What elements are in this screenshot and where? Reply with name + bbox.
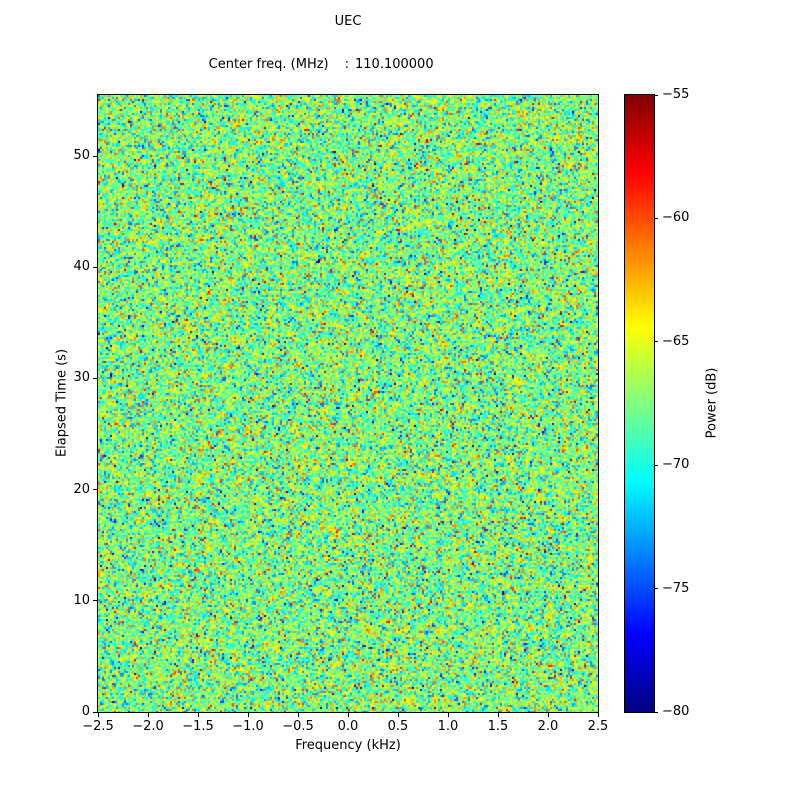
y-tick-label: 20 [73, 481, 90, 497]
x-tick-mark [97, 713, 99, 717]
header-row-center-freq: Center freq. (MHz):110.100000 [176, 36, 521, 93]
y-tick-mark [93, 600, 97, 602]
center-freq-label: Center freq. (MHz) [208, 57, 329, 72]
colorbar-tick-mark [654, 464, 658, 466]
colorbar-tick-mark [654, 217, 658, 219]
x-tick-mark [547, 713, 549, 717]
x-tick-label: 2.5 [587, 719, 609, 734]
colorbar-canvas [625, 95, 654, 712]
x-tick-mark [447, 713, 449, 717]
center-freq-value: 110.100000 [355, 57, 434, 72]
x-tick-mark [497, 713, 499, 717]
x-tick-label: 0.5 [387, 719, 409, 734]
y-tick-label: 40 [73, 259, 90, 275]
y-tick-label: 10 [73, 592, 90, 608]
y-tick-mark [93, 711, 97, 713]
x-tick-label: 1.0 [437, 719, 459, 734]
y-tick-mark [93, 377, 97, 379]
chart-title: UEC [334, 14, 362, 29]
x-tick-label: 0.0 [337, 719, 359, 734]
x-tick-mark [197, 713, 199, 717]
x-tick-label: 2.0 [537, 719, 559, 734]
colorbar-tick-label: −60 [662, 210, 690, 226]
x-tick-label: −2.5 [82, 719, 114, 734]
y-tick-label: 30 [73, 370, 90, 386]
colorbar-tick-label: −75 [662, 580, 690, 596]
colorbar-tick-mark [654, 711, 658, 713]
colorbar [624, 94, 655, 713]
x-tick-label: −1.0 [232, 719, 264, 734]
x-axis-label: Frequency (kHz) [295, 738, 401, 753]
x-tick-label: 1.5 [487, 719, 509, 734]
center-freq-separator: : [344, 57, 350, 72]
colorbar-tick-label: −65 [662, 333, 690, 349]
x-tick-label: −1.5 [182, 719, 214, 734]
colorbar-tick-mark [654, 341, 658, 343]
y-axis-label: Elapsed Time (s) [54, 348, 70, 458]
colorbar-tick-mark [654, 588, 658, 590]
x-tick-label: −0.5 [282, 719, 314, 734]
x-tick-mark [597, 713, 599, 717]
x-tick-mark [297, 713, 299, 717]
colorbar-label: Power (dB) [704, 367, 720, 439]
y-tick-label: 0 [81, 704, 90, 719]
x-tick-label: −2.0 [132, 719, 164, 734]
y-tick-label: 50 [73, 148, 90, 164]
heatmap-canvas [98, 95, 598, 712]
y-tick-mark [93, 155, 97, 157]
heatmap-plot-area [97, 94, 599, 713]
x-tick-mark [147, 713, 149, 717]
x-tick-mark [247, 713, 249, 717]
colorbar-tick-label: −55 [662, 87, 690, 102]
colorbar-tick-label: −70 [662, 457, 690, 473]
y-tick-mark [93, 489, 97, 491]
x-tick-mark [397, 713, 399, 717]
colorbar-tick-mark [654, 94, 658, 96]
colorbar-tick-label: −80 [662, 704, 690, 719]
x-tick-mark [347, 713, 349, 717]
y-tick-mark [93, 266, 97, 268]
